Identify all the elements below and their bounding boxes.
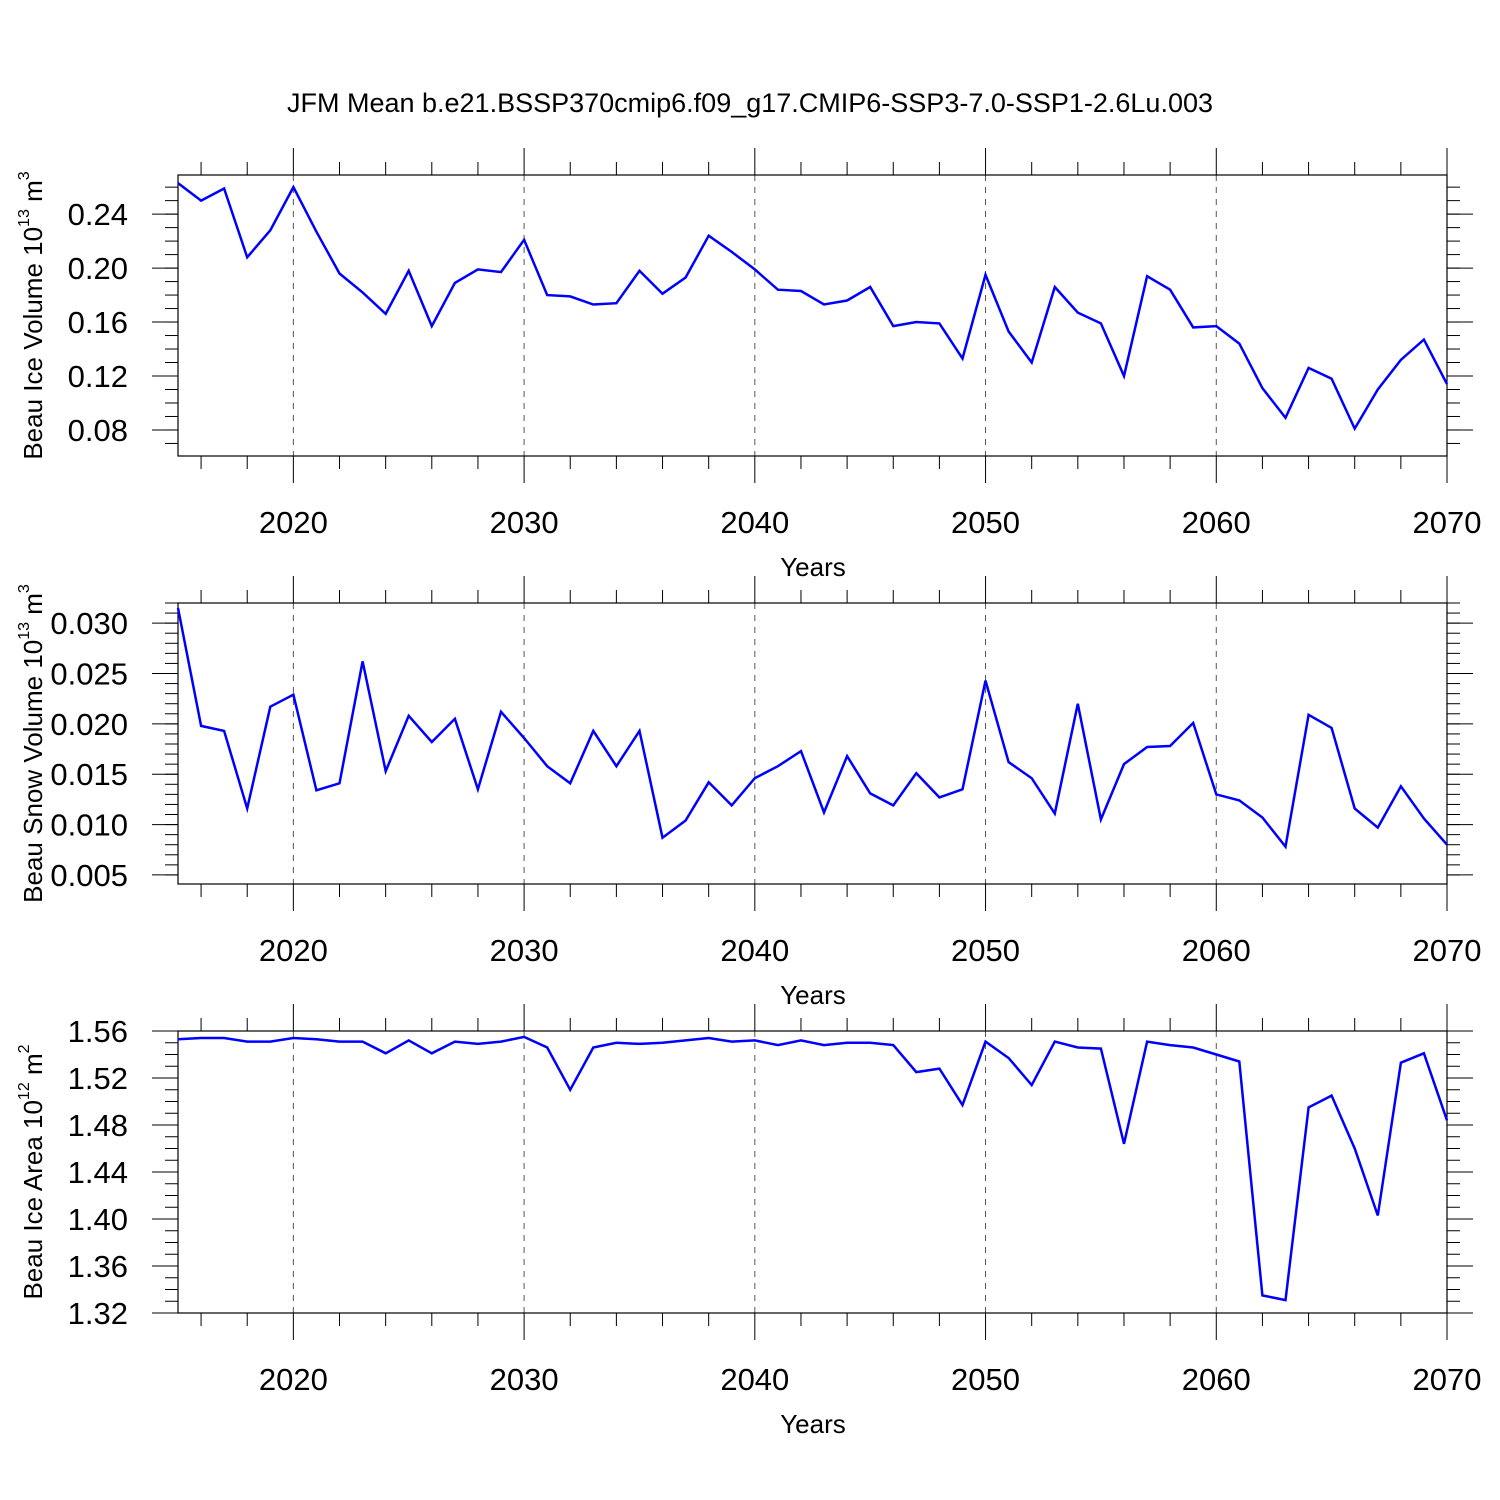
- panel-1: 0.08 0.12 0.16 0.20 0.24 2020 2030 2040 2050 2060…: [16, 148, 1481, 582]
- y-tick-label: 1.56: [68, 1014, 128, 1049]
- y-tick-label: 0.025: [50, 657, 128, 692]
- x-tick-label: 2050: [951, 505, 1020, 540]
- y-tick-label: 1.40: [68, 1202, 128, 1237]
- y-axis-label-unit-exponent: 2: [16, 1044, 33, 1053]
- plot-frame: [177, 1030, 1448, 1314]
- x-tick-label: 2070: [1413, 933, 1482, 968]
- series-line: [177, 182, 1449, 432]
- y-axis-label-exponent: 13: [16, 209, 33, 227]
- y-tick-label: 1.48: [68, 1108, 128, 1143]
- y-axis-label: Beau Ice Area 1012 m2: [16, 1044, 48, 1299]
- panel-2: 0.005 0.010 0.015 0.020 0.025 0.030 2020 2030 20…: [16, 576, 1481, 1010]
- x-tick-label: 2040: [720, 933, 789, 968]
- y-axis-label-text: Beau Snow Volume 10: [18, 640, 48, 903]
- x-axis-label: Years: [780, 1409, 846, 1439]
- x-tick-label: 2050: [951, 1362, 1020, 1397]
- y-axis-label-exponent: 13: [16, 622, 33, 640]
- x-axis-label: Years: [780, 980, 846, 1010]
- y-axis-label-text: Beau Ice Volume 10: [18, 227, 48, 460]
- x-tick-label: 2060: [1182, 933, 1251, 968]
- y-axis-label-unit-exponent: 3: [16, 171, 33, 180]
- y-tick-label: 1.36: [68, 1249, 128, 1284]
- y-tick-label: 0.24: [68, 197, 128, 232]
- x-tick-label: 2060: [1182, 1362, 1251, 1397]
- x-tick-label: 2040: [720, 505, 789, 540]
- panel-3: 1.32 1.36 1.40 1.44 1.48 1.52 1.56 2020 2030 2040…: [16, 1004, 1481, 1439]
- y-tick-label: 0.005: [50, 858, 128, 893]
- x-tick-label: 2070: [1413, 1362, 1482, 1397]
- y-axis-label-exponent: 12: [16, 1082, 33, 1100]
- x-tick-label: 2030: [490, 933, 559, 968]
- plot-frame: [177, 602, 1448, 885]
- y-tick-label: 0.015: [50, 757, 128, 792]
- x-tick-label: 2040: [720, 1362, 789, 1397]
- y-axis-label: Beau Ice Volume 1013 m3: [16, 171, 48, 459]
- y-axis-label-unit: m: [18, 180, 48, 209]
- x-tick-label: 2020: [259, 505, 328, 540]
- chart-title: JFM Mean b.e21.BSSP370cmip6.f09_g17.CMIP…: [287, 88, 1213, 118]
- y-tick-label: 0.08: [68, 413, 128, 448]
- x-axis-label: Years: [780, 552, 846, 582]
- series-line: [176, 607, 1448, 850]
- x-tick-label: 2030: [490, 505, 559, 540]
- plot-frame: [177, 174, 1448, 457]
- y-tick-label: 0.010: [50, 808, 128, 843]
- y-axis-label-unit: m: [18, 1053, 48, 1082]
- x-tick-label: 2030: [490, 1362, 559, 1397]
- y-tick-label: 0.12: [68, 359, 128, 394]
- y-tick-label: 0.16: [68, 305, 128, 340]
- y-tick-label: 0.20: [68, 251, 128, 286]
- y-axis-label: Beau Snow Volume 1013 m3: [16, 584, 48, 903]
- x-tick-label: 2020: [259, 933, 328, 968]
- y-axis-label-unit: m: [18, 593, 48, 622]
- y-axis-label-unit-exponent: 3: [16, 584, 33, 593]
- x-tick-label: 2060: [1182, 505, 1251, 540]
- y-tick-label: 1.44: [68, 1155, 128, 1190]
- y-axis-label-text: Beau Ice Area 10: [18, 1100, 48, 1299]
- y-tick-label: 1.32: [68, 1296, 128, 1331]
- x-tick-label: 2070: [1413, 505, 1482, 540]
- x-tick-label: 2020: [259, 1362, 328, 1397]
- series-line: [177, 1035, 1449, 1302]
- y-tick-label: 1.52: [68, 1061, 128, 1096]
- y-tick-label: 0.020: [50, 707, 128, 742]
- y-tick-label: 0.030: [50, 606, 128, 641]
- x-tick-label: 2050: [951, 933, 1020, 968]
